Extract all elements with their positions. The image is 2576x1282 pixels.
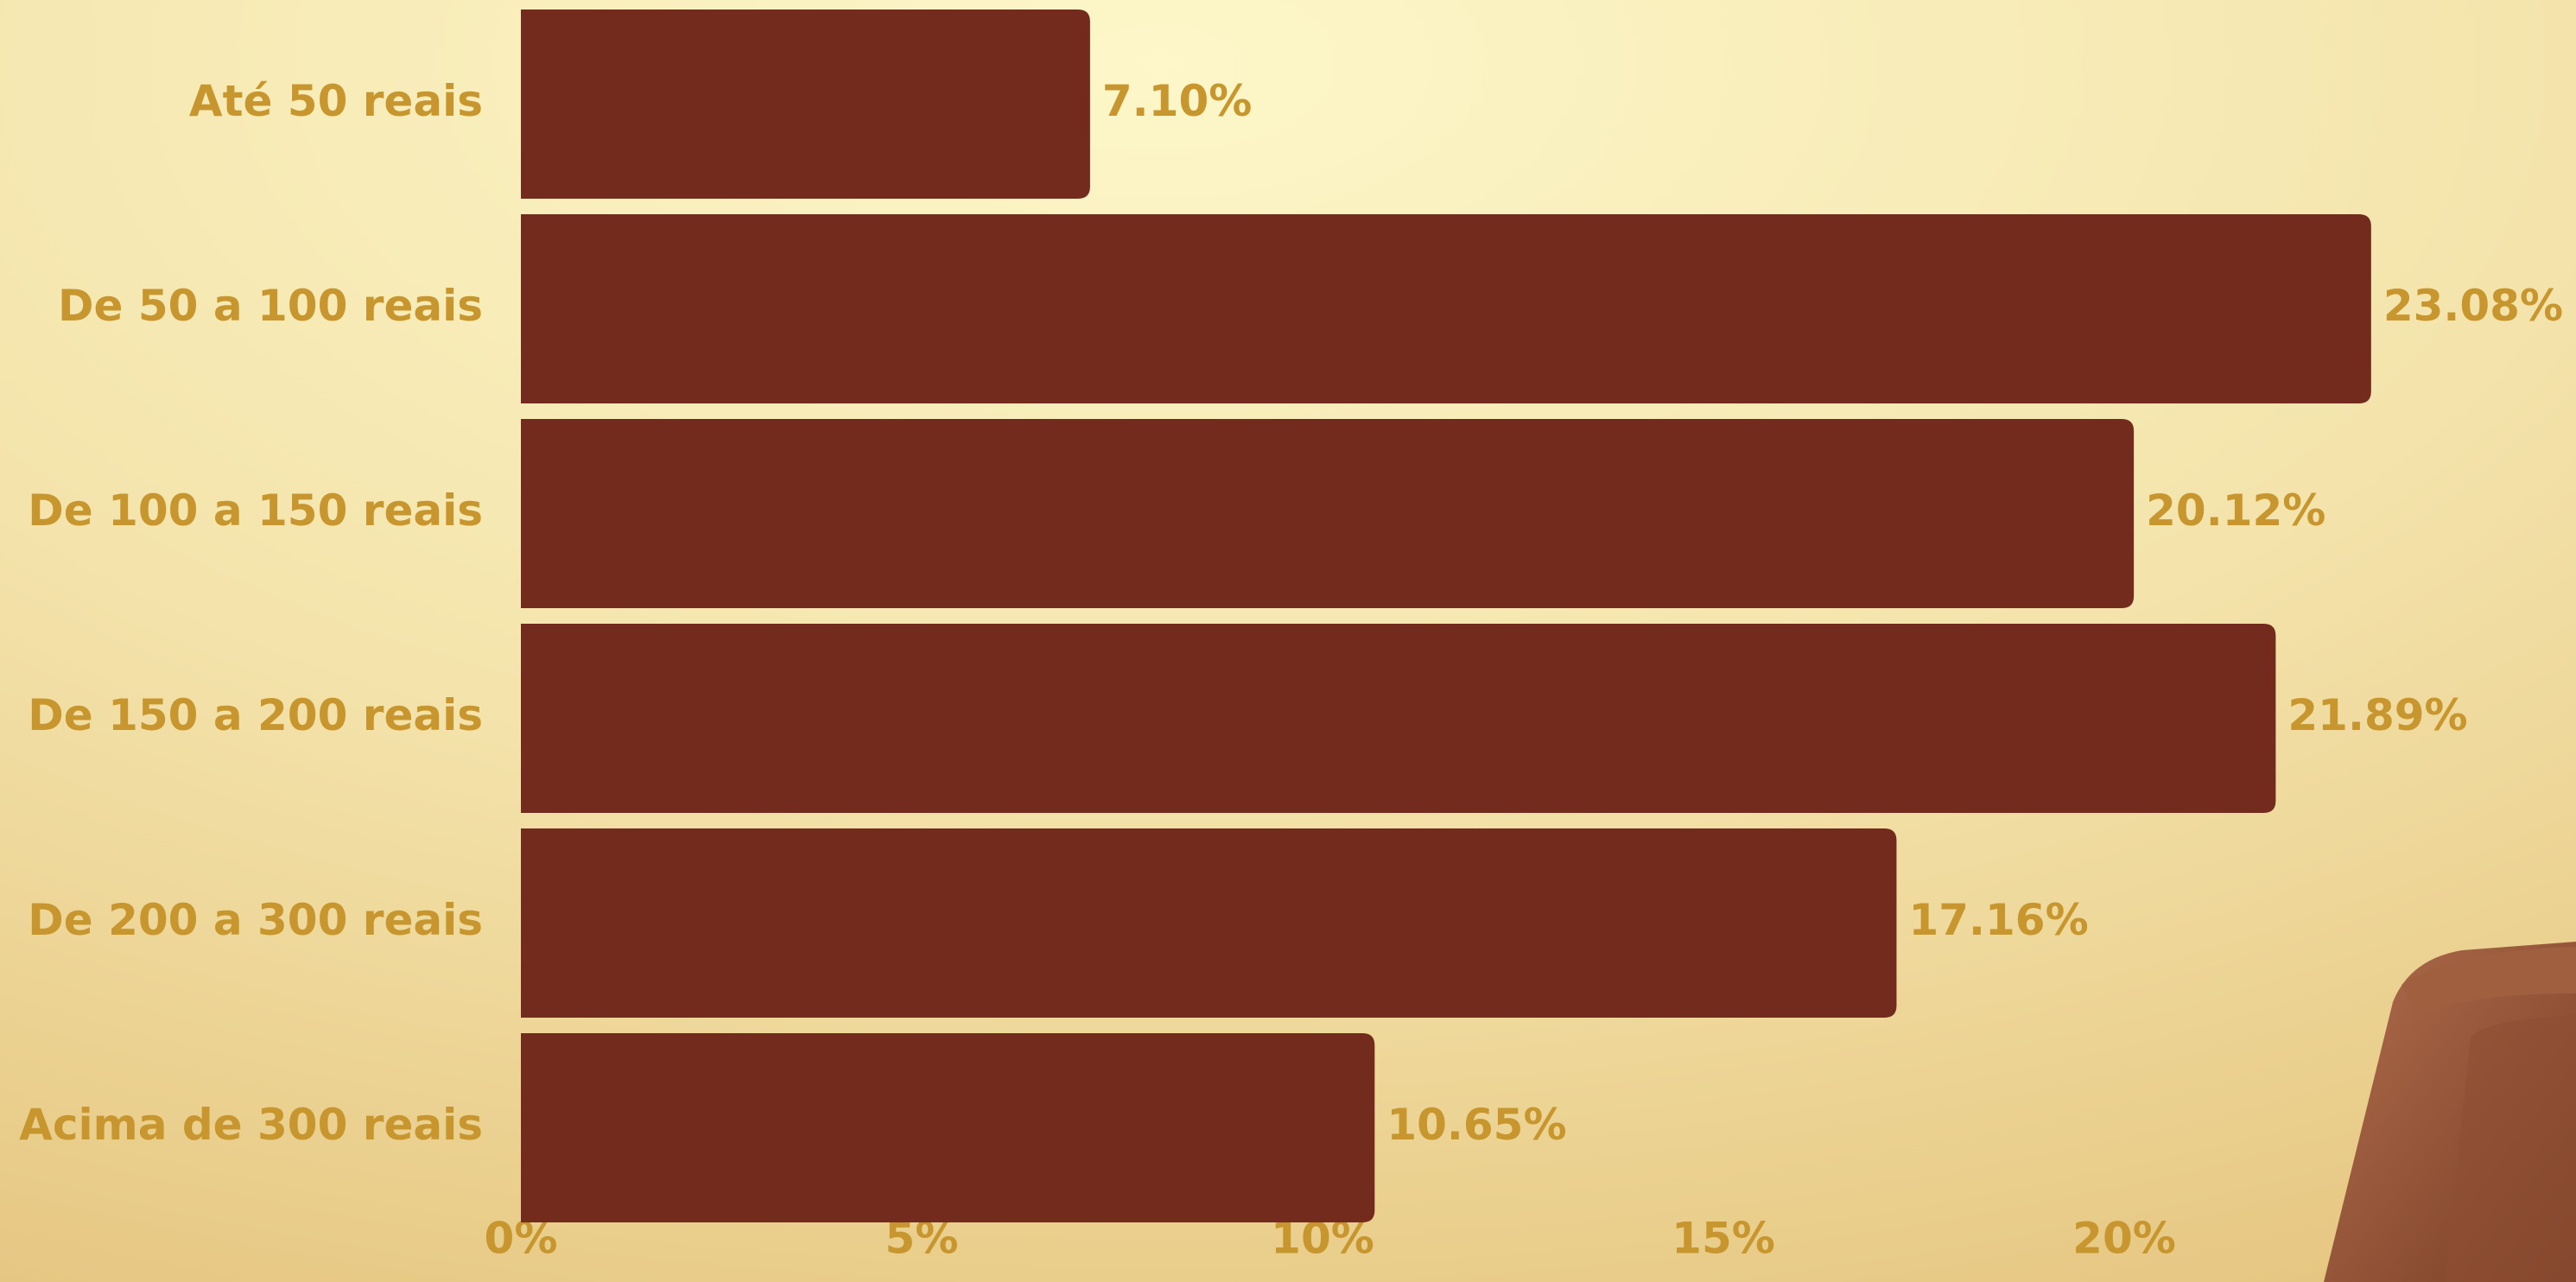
y-tick-label: De 200 a 300 reais [28,895,483,945]
chocolate-decoration [2324,942,2576,1282]
y-tick-label: Até 50 reais [189,76,483,126]
y-tick-label: De 150 a 200 reais [28,690,483,740]
bar [521,624,2276,813]
value-label: 23.08% [2383,281,2563,331]
bar [521,10,1090,199]
value-label: 10.65% [1386,1100,1566,1150]
bar [521,1033,1375,1222]
bar [521,828,1897,1018]
value-label: 17.16% [1908,895,2088,945]
plot: 0% 5% 10% 15% 20%Até 50 reais 7.10%De 50 a 10… [19,10,2563,1264]
x-tick-label: 15% [1672,1214,1775,1264]
y-tick-label: De 50 a 100 reais [58,281,483,331]
y-tick-label: Acima de 300 reais [19,1100,483,1150]
y-tick-label: De 100 a 150 reais [28,486,483,536]
value-label: 7.10% [1102,76,1252,126]
bar [521,214,2371,403]
value-label: 21.89% [2287,690,2467,740]
bar [521,419,2135,608]
value-label: 20.12% [2146,486,2325,536]
x-tick-label: 20% [2072,1214,2176,1264]
